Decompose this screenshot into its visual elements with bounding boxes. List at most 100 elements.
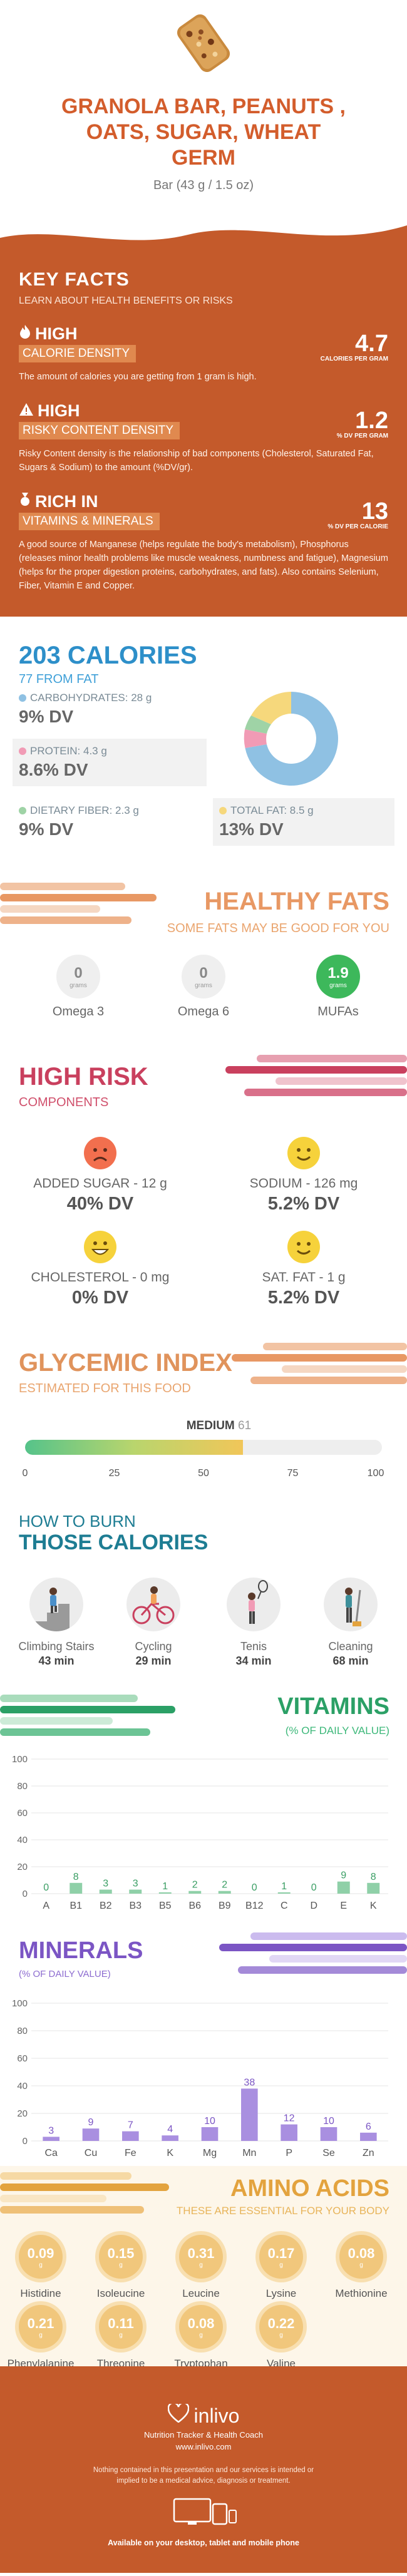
vitamins-value-label: 8 bbox=[371, 1872, 376, 1882]
burn-activity-name: Cleaning bbox=[328, 1640, 373, 1653]
amino-name: Methionine bbox=[335, 2287, 388, 2299]
fact-name: VITAMINS & MINERALS bbox=[19, 513, 160, 530]
amino-unit: g bbox=[199, 2331, 203, 2339]
granola-bar-image bbox=[169, 0, 238, 72]
fat-omega-3: 0 grams Omega 3 bbox=[44, 955, 113, 1019]
sad-face-icon bbox=[83, 1136, 117, 1170]
vitamins-y-tick-label: 20 bbox=[17, 1862, 28, 1872]
minerals-y-tick-label: 100 bbox=[13, 1998, 28, 2009]
risk-dv: 5.2% DV bbox=[267, 1288, 340, 1308]
brand-tagline: Nutrition Tracker & Health Coach bbox=[143, 2430, 264, 2440]
burn-title-line-2: THOSE CALORIES bbox=[19, 1531, 209, 1554]
amino-value: 0.31 bbox=[187, 2245, 215, 2261]
amino-methionine: 0.08 g Methionine bbox=[324, 2235, 399, 2300]
vitamins-subtitle: (% OF DAILY VALUE) bbox=[285, 1725, 389, 1737]
fact-level: HIGH bbox=[35, 324, 78, 343]
amino-unit: g bbox=[199, 2261, 203, 2269]
minerals-bar bbox=[360, 2132, 377, 2141]
availability-note: Available on your desktop, tablet and mo… bbox=[108, 2538, 299, 2547]
fat-mufas: 1.9 grams MUFAs bbox=[304, 955, 373, 1019]
fact-description: A good source of Manganese (helps regula… bbox=[19, 540, 388, 591]
amino-phenylalanine: 0.21 g Phenylalanine bbox=[3, 2305, 78, 2370]
key-facts-title: KEY FACTS bbox=[19, 269, 130, 290]
vitamins-category-label: B6 bbox=[188, 1901, 201, 1911]
minerals-category-label: Fe bbox=[125, 2148, 137, 2158]
nutrient-label: TOTAL FAT: 8.5 g bbox=[230, 804, 314, 816]
amino-title: AMINO ACIDS bbox=[230, 2175, 389, 2202]
glycemic-tick: 0 bbox=[22, 1468, 28, 1479]
burn-calories-section: HOW TO BURN THOSE CALORIES Climbing Stai… bbox=[0, 1506, 407, 1693]
amino-subtitle: THESE ARE ESSENTIAL FOR YOUR BODY bbox=[176, 2205, 389, 2217]
decorative-stripes bbox=[219, 1932, 407, 1974]
minerals-value-label: 38 bbox=[244, 2077, 255, 2088]
nutrient-dv: 9% DV bbox=[19, 707, 74, 726]
brand-name: inlivo bbox=[193, 2404, 240, 2427]
burn-climbing-stairs: Climbing Stairs 43 min bbox=[13, 1578, 100, 1668]
decorative-stripes bbox=[0, 883, 157, 924]
minerals-bar bbox=[281, 2124, 297, 2141]
minerals-value-label: 10 bbox=[323, 2116, 334, 2127]
fat-name: MUFAs bbox=[317, 1005, 359, 1019]
glycemic-tick: 50 bbox=[198, 1468, 209, 1479]
donut-slice-carbs bbox=[245, 692, 338, 786]
vitamins-y-tick-label: 80 bbox=[17, 1781, 28, 1792]
brand-url[interactable]: www.inlivo.com bbox=[175, 2442, 232, 2451]
nutrient-protein: PROTEIN: 4.3 g 8.6% DV bbox=[13, 739, 207, 786]
vitamins-value-label: 0 bbox=[43, 1882, 49, 1893]
healthy-fats-subtitle: SOME FATS MAY BE GOOD FOR YOU bbox=[167, 921, 389, 935]
nutrient-label: DIETARY FIBER: 2.3 g bbox=[30, 804, 139, 816]
amino-value: 0.21 bbox=[27, 2315, 54, 2331]
title-line-1: GRANOLA BAR, PEANUTS , bbox=[61, 95, 346, 118]
vitamins-y-tick-label: 0 bbox=[23, 1889, 28, 1899]
smile-face-icon bbox=[287, 1230, 321, 1264]
vitamins-section: VITAMINS (% OF DAILY VALUE) 0 20 40 60 80 100… bbox=[0, 1693, 407, 1919]
fat-value: 0 bbox=[199, 964, 208, 982]
minerals-bar bbox=[82, 2128, 100, 2141]
vitamins-bar bbox=[277, 1892, 291, 1894]
fact-name: CALORIE DENSITY bbox=[19, 345, 137, 362]
page-title: GRANOLA BAR, PEANUTS , OATS, SUGAR, WHEA… bbox=[0, 94, 407, 171]
hero-section: GRANOLA BAR, PEANUTS , OATS, SUGAR, WHEA… bbox=[0, 0, 407, 213]
carbs-dot-icon bbox=[19, 694, 26, 702]
minerals-bar-chart: 0 20 40 60 80 100 3 Ca 9 Cu 7 Fe 4 K 10 Mg 38 Mn 12 P 10 Se 6 Z… bbox=[13, 1998, 388, 2158]
amino-unit: g bbox=[279, 2331, 283, 2339]
healthy-fats-section: HEALTHY FATS SOME FATS MAY BE GOOD FOR Y… bbox=[0, 864, 407, 1027]
vitamins-bar bbox=[70, 1882, 83, 1894]
amino-histidine: 0.09 g Histidine bbox=[3, 2235, 78, 2300]
fiber-dot-icon bbox=[19, 807, 26, 814]
title-line-3: GERM bbox=[172, 146, 235, 170]
glycemic-index-section: GLYCEMIC INDEX ESTIMATED FOR THIS FOOD M… bbox=[0, 1324, 407, 1506]
minerals-bar bbox=[122, 2131, 139, 2141]
amino-value: 0.22 bbox=[267, 2315, 295, 2331]
vitamins-value-label: 2 bbox=[222, 1880, 227, 1891]
fat-value: 1.9 bbox=[327, 964, 349, 982]
fact-description: The amount of calories you are getting f… bbox=[19, 372, 257, 382]
fact-value: 13 bbox=[361, 498, 388, 525]
minerals-bar bbox=[241, 2088, 258, 2141]
brand-logo: inlivo bbox=[0, 2402, 407, 2428]
minerals-y-tick-label: 40 bbox=[17, 2081, 28, 2091]
footer: inlivo Nutrition Tracker & Health Coach … bbox=[0, 2366, 407, 2573]
nutrient-dv: 8.6% DV bbox=[19, 760, 88, 779]
amino-value: 0.09 bbox=[27, 2245, 54, 2261]
burn-cleaning: Cleaning 68 min bbox=[307, 1578, 394, 1668]
vitamins-category-label: A bbox=[43, 1901, 49, 1911]
amino-value: 0.15 bbox=[107, 2245, 135, 2261]
calories-donut-chart bbox=[244, 692, 338, 786]
nutrient-dv: 13% DV bbox=[219, 819, 284, 839]
fact-description: Risky Content density is the relationshi… bbox=[19, 449, 374, 473]
warning-icon bbox=[19, 401, 34, 421]
medal-icon bbox=[19, 492, 31, 511]
burn-activity-name: Tenis bbox=[240, 1640, 267, 1653]
minerals-category-label: Zn bbox=[363, 2148, 374, 2158]
minerals-value-label: 12 bbox=[284, 2113, 295, 2124]
vitamins-value-label: 3 bbox=[103, 1879, 108, 1889]
bicycle-icon bbox=[126, 1578, 180, 1631]
vitamins-value-label: 0 bbox=[311, 1882, 317, 1893]
risk-cholesterol: CHOLESTEROL - 0 mg 0% DV bbox=[19, 1230, 182, 1308]
vitamins-category-label: B3 bbox=[129, 1901, 142, 1911]
glycemic-tick: 100 bbox=[367, 1468, 384, 1479]
amino-name: Histidine bbox=[20, 2287, 61, 2299]
fat-name: Omega 6 bbox=[177, 1005, 230, 1019]
